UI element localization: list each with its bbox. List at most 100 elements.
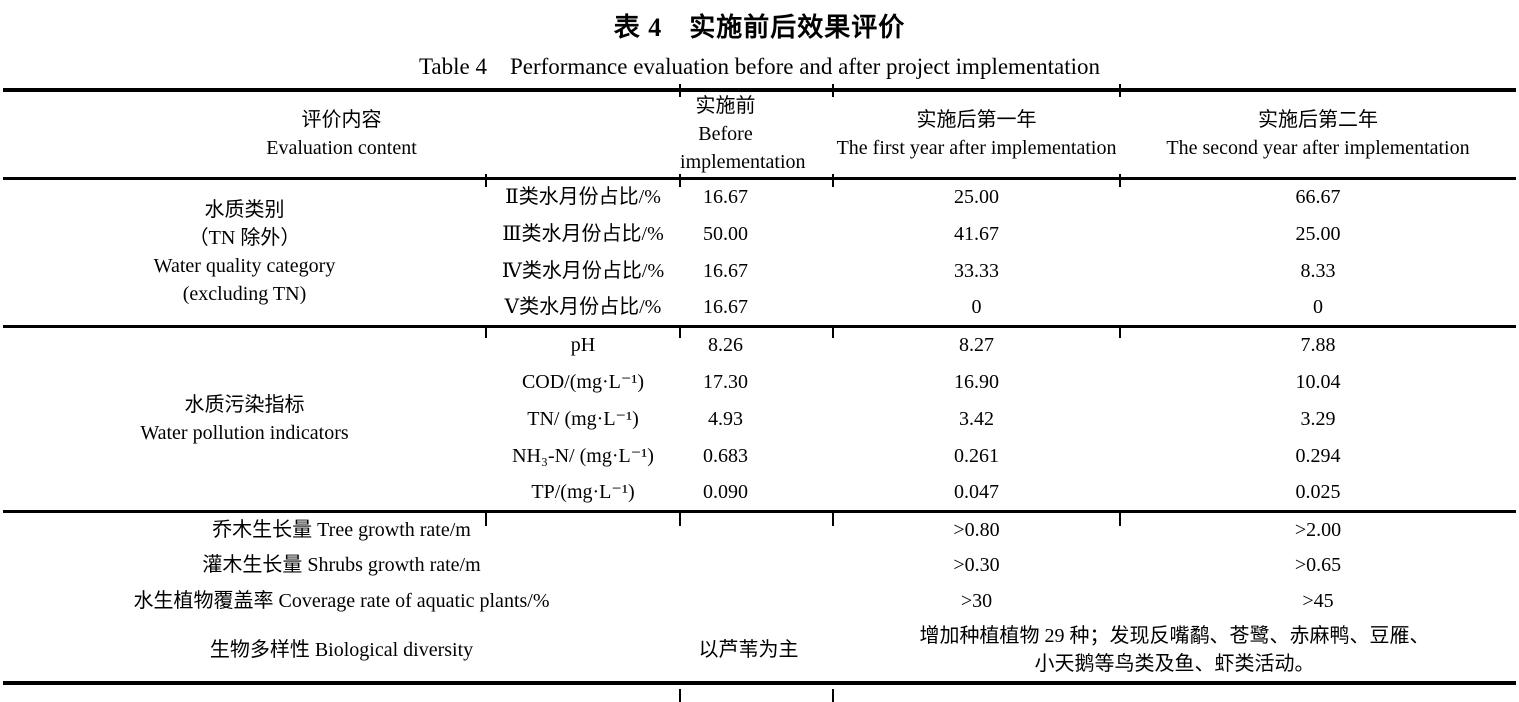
- cell-indicator: Ⅲ类水月份占比/%: [502, 222, 664, 245]
- header-first-year: 实施后第一年 The first year after implementati…: [833, 90, 1121, 180]
- cell-year1-value: 0: [971, 295, 982, 318]
- header-row: 评价内容 Evaluation content 实施前 Before imple…: [3, 90, 1517, 180]
- evaluation-table: 评价内容 Evaluation content 实施前 Before imple…: [3, 88, 1517, 685]
- cell-indicator: COD/(mg·L⁻¹): [521, 370, 645, 393]
- cell-row-label: 水生植物覆盖率 Coverage rate of aquatic plants/…: [133, 590, 550, 612]
- header-evaluation-content-en: Evaluation content: [266, 137, 417, 160]
- cell-year2-value: >0.65: [1294, 554, 1342, 576]
- group-label-en-line1: Water quality category: [153, 255, 336, 277]
- cell-year1-value: 16.90: [954, 370, 1000, 393]
- cell-year2-value: 0: [1313, 295, 1324, 318]
- cell-row-label: 生物多样性 Biological diversity: [209, 639, 474, 661]
- group-label-water-quality: 水质类别 （TN 除外） Water quality category (exc…: [3, 178, 486, 326]
- table-row: COD/(mg·L⁻¹) 17.30 16.90 10.04: [3, 363, 1516, 400]
- group-label-en: Water pollution indicators: [140, 421, 349, 444]
- column-divider-tick: [485, 174, 487, 187]
- cell-after-line2: 小天鹅等鸟类及鱼、虾类活动。: [1034, 653, 1315, 675]
- group-label-en-line2: (excluding TN): [182, 283, 307, 305]
- cell-before-value: 16.67: [703, 259, 749, 282]
- cell-year1-value: 3.42: [959, 407, 995, 430]
- header-before-zh: 实施前: [695, 95, 756, 118]
- table-row: Ⅲ类水月份占比/% 50.00 41.67 25.00: [3, 215, 1516, 252]
- column-divider-tick: [679, 513, 681, 526]
- column-divider-tick: [679, 689, 681, 702]
- cell-before-value: 0.683: [703, 444, 749, 467]
- cell-year2-value: >45: [1302, 590, 1334, 612]
- cell-before-value: 0.090: [703, 480, 749, 503]
- header-evaluation-content: 评价内容 Evaluation content: [3, 90, 681, 180]
- table-row: TN/ (mg·L⁻¹) 4.93 3.42 3.29: [3, 400, 1516, 437]
- cell-before-value: 以芦苇为主: [698, 639, 799, 661]
- column-divider-tick: [485, 325, 487, 338]
- column-divider-tick: [485, 513, 487, 526]
- group-label-zh: 水质污染指标: [184, 393, 305, 416]
- cell-after-line1: 增加种植植物 29 种；发现反嘴鹬、苍鹭、赤麻鸭、豆雁、: [919, 625, 1430, 647]
- cell-indicator: TN/ (mg·L⁻¹): [527, 407, 639, 430]
- header-second-year-en: The second year after implementation: [1166, 137, 1470, 160]
- column-divider-tick: [679, 325, 681, 338]
- group-label-pollution: 水质污染指标 Water pollution indicators: [3, 324, 486, 511]
- cell-before-value: 4.93: [708, 407, 744, 430]
- cell-year1-value: >0.30: [953, 554, 1000, 576]
- cell-indicator: pH: [486, 324, 681, 363]
- table-row: Ⅳ类水月份占比/% 16.67 33.33 8.33: [3, 252, 1516, 289]
- cell-before-value: 16.67: [703, 186, 749, 209]
- column-divider-tick: [832, 325, 834, 338]
- column-divider-tick: [1119, 84, 1121, 97]
- header-before-en-line1: Before: [698, 123, 753, 146]
- cell-year1-value: 0.261: [954, 444, 1000, 467]
- header-second-year-zh: 实施后第二年: [1258, 109, 1379, 132]
- cell-after-merged: 增加种植植物 29 种；发现反嘴鹬、苍鹭、赤麻鸭、豆雁、 小天鹅等鸟类及鱼、虾类…: [833, 619, 1516, 683]
- cell-year2-value: 0.294: [1295, 444, 1341, 467]
- column-divider-tick: [1119, 513, 1121, 526]
- cell-year1-value: 25.00: [954, 186, 1000, 209]
- group-label-zh-line1: 水质类别: [204, 199, 285, 221]
- table-row: 水质类别 （TN 除外） Water quality category (exc…: [3, 178, 1516, 305]
- table-row: TP/(mg·L⁻¹) 0.090 0.047 0.025: [3, 474, 1516, 511]
- cell-year2-value: 10.04: [1295, 370, 1341, 393]
- group-label-zh-line2: （TN 除外）: [188, 227, 301, 249]
- column-divider-tick: [832, 513, 834, 526]
- cell-before-value: 16.67: [703, 295, 749, 318]
- cell-year2-value: 25.00: [1295, 222, 1341, 245]
- cell-year1-value: >30: [960, 590, 993, 612]
- header-before-implementation: 实施前 Before implementation: [680, 90, 834, 180]
- group-pollution-indicators: 水质污染指标 Water pollution indicators pH 8.2…: [3, 324, 1517, 511]
- cell-before-value: 17.30: [703, 370, 749, 393]
- cell-before-value: 8.26: [680, 324, 834, 363]
- cell-year2-value: 3.29: [1300, 407, 1336, 430]
- table-title-en: Table 4 Performance evaluation before an…: [418, 54, 1101, 79]
- page: 表 4 实施前后效果评价 Table 4 Performance evaluat…: [3, 13, 1517, 702]
- cell-year1-value: 33.33: [954, 259, 1000, 282]
- table-row: 水生植物覆盖率 Coverage rate of aquatic plants/…: [3, 583, 1516, 619]
- cell-row-label: 灌木生长量 Shrubs growth rate/m: [202, 554, 481, 576]
- column-divider-tick: [832, 689, 834, 702]
- table-row: 生物多样性 Biological diversity 以芦苇为主 增加种植植物 …: [3, 619, 1516, 683]
- cell-before-value: [680, 583, 833, 619]
- cell-row-label: 乔木生长量 Tree growth rate/m: [3, 509, 681, 547]
- header-before-en-line2: implementation: [680, 151, 806, 174]
- cell-indicator: Ⅴ类水月份占比/%: [504, 295, 662, 318]
- header-first-year-zh: 实施后第一年: [916, 109, 1037, 132]
- column-divider-tick: [832, 84, 834, 97]
- cell-year1-value: 41.67: [954, 222, 1000, 245]
- cell-indicator: Ⅱ类水月份占比/%: [505, 186, 661, 209]
- header-first-year-en: The first year after implementation: [836, 137, 1117, 160]
- cell-year2-value: 66.67: [1295, 186, 1341, 209]
- header-evaluation-content-zh: 评价内容: [301, 109, 382, 132]
- table-title-zh: 表 4 实施前后效果评价: [613, 13, 906, 42]
- cell-before-value: [680, 547, 833, 583]
- cell-indicator: NH₃-N/ (mg·L⁻¹): [512, 444, 654, 467]
- cell-year2-value: >2.00: [1120, 509, 1517, 547]
- group-water-quality: 水质类别 （TN 除外） Water quality category (exc…: [3, 178, 1516, 326]
- cell-indicator: Ⅳ类水月份占比/%: [501, 259, 665, 282]
- table-row: 灌木生长量 Shrubs growth rate/m >0.30 >0.65: [3, 547, 1516, 583]
- cell-before-value: [680, 509, 834, 547]
- cell-year2-value: 7.88: [1120, 324, 1517, 363]
- column-divider-tick: [1119, 325, 1121, 338]
- cell-year2-value: 0.025: [1295, 480, 1341, 503]
- cell-indicator: TP/(mg·L⁻¹): [531, 480, 635, 503]
- cell-year1-value: 0.047: [954, 480, 1000, 503]
- column-divider-tick: [1119, 174, 1121, 187]
- cell-before-value: 50.00: [703, 222, 749, 245]
